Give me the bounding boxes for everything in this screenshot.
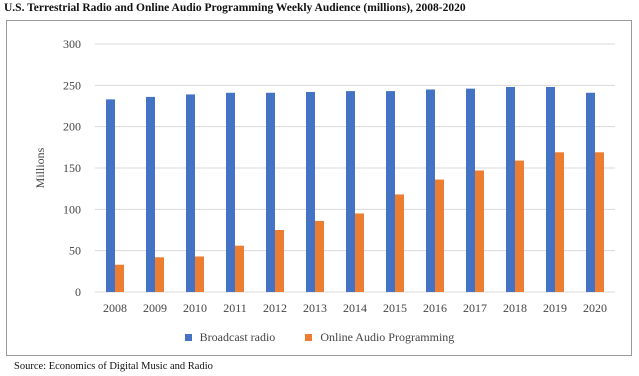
y-tick-label: 150: [63, 161, 81, 175]
legend-swatch-online: [305, 334, 313, 341]
bar-online-2015: [395, 194, 404, 292]
bar-online-2018: [515, 160, 524, 292]
legend-label-online: Online Audio Programming: [320, 330, 455, 344]
bar-online-2009: [155, 257, 164, 292]
x-tick-label: 2008: [103, 301, 127, 315]
x-tick-label: 2009: [143, 301, 167, 315]
y-tick-label: 200: [63, 120, 81, 134]
bar-broadcast-2008: [106, 99, 115, 293]
bar-broadcast-2016: [426, 89, 435, 292]
bar-broadcast-2011: [226, 92, 235, 292]
source-note: Source: Economics of Digital Music and R…: [14, 361, 213, 372]
chart-legend: Broadcast radio Online Audio Programming: [0, 330, 639, 345]
bar-online-2008: [115, 264, 124, 292]
bar-online-2011: [235, 245, 244, 292]
x-tick-label: 2018: [503, 301, 527, 315]
y-tick-label: 250: [63, 78, 81, 92]
bar-online-2017: [475, 170, 484, 292]
bar-online-2020: [595, 152, 604, 292]
x-tick-label: 2019: [543, 301, 567, 315]
legend-swatch-broadcast: [184, 334, 192, 341]
y-tick-label: 300: [63, 37, 81, 51]
bar-broadcast-2014: [346, 91, 355, 293]
legend-item-broadcast: Broadcast radio: [184, 330, 276, 345]
x-tick-label: 2010: [183, 301, 207, 315]
bar-online-2013: [315, 220, 324, 292]
bar-broadcast-2012: [266, 92, 275, 292]
bar-broadcast-2013: [306, 91, 315, 293]
bar-online-2019: [555, 152, 564, 292]
x-tick-label: 2015: [383, 301, 407, 315]
legend-label-broadcast: Broadcast radio: [199, 330, 276, 344]
y-tick-label: 0: [75, 285, 81, 299]
x-tick-label: 2020: [583, 301, 607, 315]
bar-broadcast-2020: [586, 92, 595, 292]
bar-online-2016: [435, 179, 444, 292]
y-axis-title: Millions: [33, 147, 47, 188]
chart-frame: [6, 20, 632, 356]
x-tick-label: 2016: [423, 301, 447, 315]
bar-broadcast-2018: [506, 86, 515, 292]
bar-broadcast-2009: [146, 96, 155, 292]
x-tick-label: 2013: [303, 301, 327, 315]
x-tick-label: 2017: [463, 301, 487, 315]
x-tick-label: 2011: [223, 301, 247, 315]
x-tick-label: 2012: [263, 301, 287, 315]
chart-title: U.S. Terrestrial Radio and Online Audio …: [4, 2, 466, 14]
y-tick-label: 100: [63, 202, 81, 216]
x-tick-label: 2014: [343, 301, 367, 315]
bar-online-2012: [275, 230, 284, 292]
y-tick-label: 50: [69, 244, 81, 258]
bar-broadcast-2019: [546, 86, 555, 292]
bar-broadcast-2010: [186, 94, 195, 292]
bar-online-2014: [355, 213, 364, 292]
bar-online-2010: [195, 256, 204, 292]
bar-broadcast-2015: [386, 91, 395, 293]
bar-broadcast-2017: [466, 88, 475, 292]
legend-item-online: Online Audio Programming: [305, 330, 454, 345]
